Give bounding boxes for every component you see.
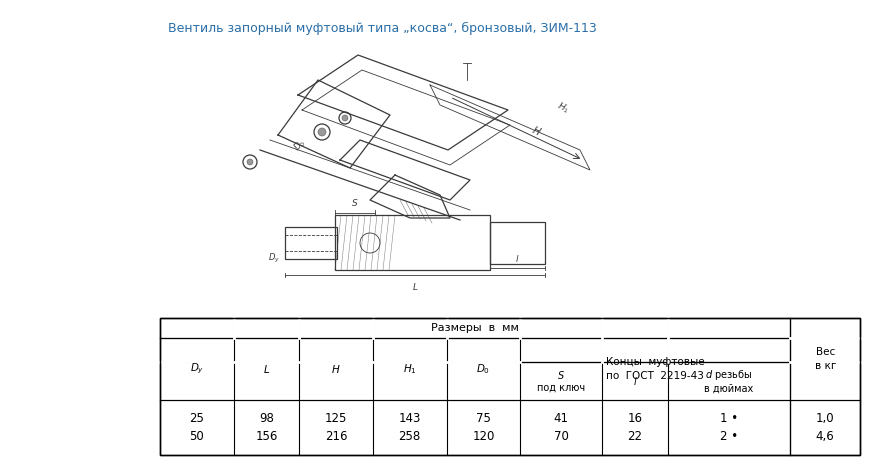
Text: Вентиль запорный муфтовый типа „косва“, бронзовый, ЗИМ-113: Вентиль запорный муфтовый типа „косва“, … bbox=[168, 22, 596, 35]
Text: Концы  муфтовые
по  ГОСТ  2219-43: Концы муфтовые по ГОСТ 2219-43 bbox=[606, 357, 704, 381]
Text: $D_y$: $D_y$ bbox=[189, 362, 204, 376]
Text: $D_0$: $D_0$ bbox=[291, 136, 308, 154]
Text: $D_0$: $D_0$ bbox=[476, 362, 490, 376]
Text: $L$: $L$ bbox=[262, 363, 269, 375]
Text: 25
50: 25 50 bbox=[189, 412, 204, 443]
Text: $d$ резьбы
в дюймах: $d$ резьбы в дюймах bbox=[704, 368, 753, 394]
Text: $H_1$: $H_1$ bbox=[402, 362, 416, 376]
Text: 98
156: 98 156 bbox=[255, 412, 277, 443]
Text: 125
216: 125 216 bbox=[324, 412, 347, 443]
Circle shape bbox=[342, 115, 348, 121]
Text: $D_y$: $D_y$ bbox=[268, 251, 280, 265]
Text: $H$: $H$ bbox=[529, 123, 542, 137]
Text: $H_1$: $H_1$ bbox=[554, 100, 571, 116]
Text: $l$: $l$ bbox=[514, 253, 519, 264]
Text: 41
70: 41 70 bbox=[553, 412, 568, 443]
Bar bbox=[489, 222, 544, 264]
Circle shape bbox=[247, 159, 253, 165]
Circle shape bbox=[318, 128, 326, 136]
Text: 75
120: 75 120 bbox=[472, 412, 494, 443]
Bar bbox=[160, 318, 859, 455]
Bar bbox=[335, 215, 489, 270]
Text: $l$: $l$ bbox=[632, 375, 636, 387]
Text: 16
22: 16 22 bbox=[627, 412, 641, 443]
Text: $L$: $L$ bbox=[411, 281, 418, 292]
Text: $S$
под ключ: $S$ под ключ bbox=[536, 369, 585, 393]
Text: $S$: $S$ bbox=[351, 197, 358, 208]
Bar bbox=[160, 318, 859, 455]
Text: Вес
в кг: Вес в кг bbox=[813, 348, 835, 371]
Text: 1 •
2 •: 1 • 2 • bbox=[720, 412, 737, 443]
Text: Размеры  в  мм: Размеры в мм bbox=[431, 323, 519, 333]
Text: $H$: $H$ bbox=[331, 363, 341, 375]
Text: 143
258: 143 258 bbox=[398, 412, 421, 443]
Text: 1,0
4,6: 1,0 4,6 bbox=[815, 412, 833, 443]
Bar bbox=[285, 227, 336, 259]
